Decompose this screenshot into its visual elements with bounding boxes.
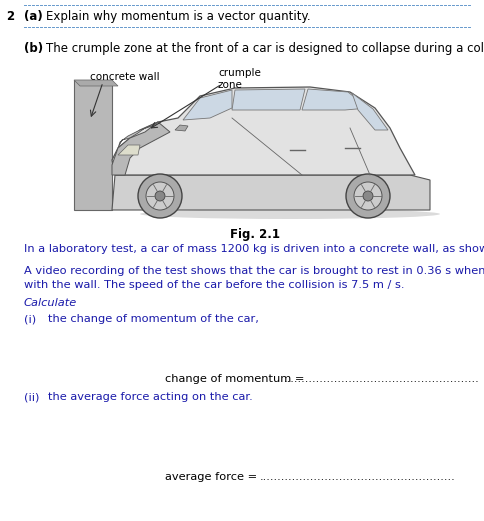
Circle shape — [354, 182, 382, 210]
Text: A video recording of the test shows that the car is brought to rest in 0.36 s wh: A video recording of the test shows that… — [24, 266, 484, 276]
Polygon shape — [112, 122, 170, 175]
Text: (ii): (ii) — [24, 392, 39, 402]
Polygon shape — [112, 175, 430, 210]
Polygon shape — [74, 80, 118, 86]
Text: The crumple zone at the front of a car is designed to collapse during a collisio: The crumple zone at the front of a car i… — [46, 42, 484, 55]
Polygon shape — [112, 87, 415, 175]
Text: ......................................................: ........................................… — [284, 374, 480, 384]
Text: average force =: average force = — [165, 472, 257, 482]
Circle shape — [138, 174, 182, 218]
Bar — [74, 80, 112, 210]
Text: crumple
zone: crumple zone — [218, 68, 261, 90]
Text: (b): (b) — [24, 42, 43, 55]
Polygon shape — [302, 89, 368, 110]
Text: Fig. 2.1: Fig. 2.1 — [230, 228, 280, 241]
Text: ......................................................: ........................................… — [260, 472, 456, 482]
Polygon shape — [175, 125, 188, 131]
Text: change of momentum =: change of momentum = — [165, 374, 304, 384]
Text: Calculate: Calculate — [24, 298, 77, 308]
Text: 2: 2 — [6, 10, 14, 23]
Polygon shape — [183, 90, 232, 120]
Text: Explain why momentum is a vector quantity.: Explain why momentum is a vector quantit… — [46, 10, 311, 23]
Text: (i): (i) — [24, 314, 36, 324]
Circle shape — [346, 174, 390, 218]
Text: (a): (a) — [24, 10, 43, 23]
Ellipse shape — [140, 209, 440, 219]
Text: concrete wall: concrete wall — [90, 72, 160, 82]
Circle shape — [146, 182, 174, 210]
Text: In a laboratory test, a car of mass 1200 kg is driven into a concrete wall, as s: In a laboratory test, a car of mass 1200… — [24, 244, 484, 254]
Polygon shape — [118, 145, 140, 155]
Circle shape — [155, 191, 165, 201]
Polygon shape — [352, 93, 388, 130]
Text: with the wall. The speed of the car before the collision is 7.5 m / s.: with the wall. The speed of the car befo… — [24, 280, 405, 290]
Polygon shape — [232, 89, 305, 110]
Circle shape — [363, 191, 373, 201]
Text: the average force acting on the car.: the average force acting on the car. — [48, 392, 253, 402]
Polygon shape — [118, 122, 158, 148]
Text: the change of momentum of the car,: the change of momentum of the car, — [48, 314, 259, 324]
